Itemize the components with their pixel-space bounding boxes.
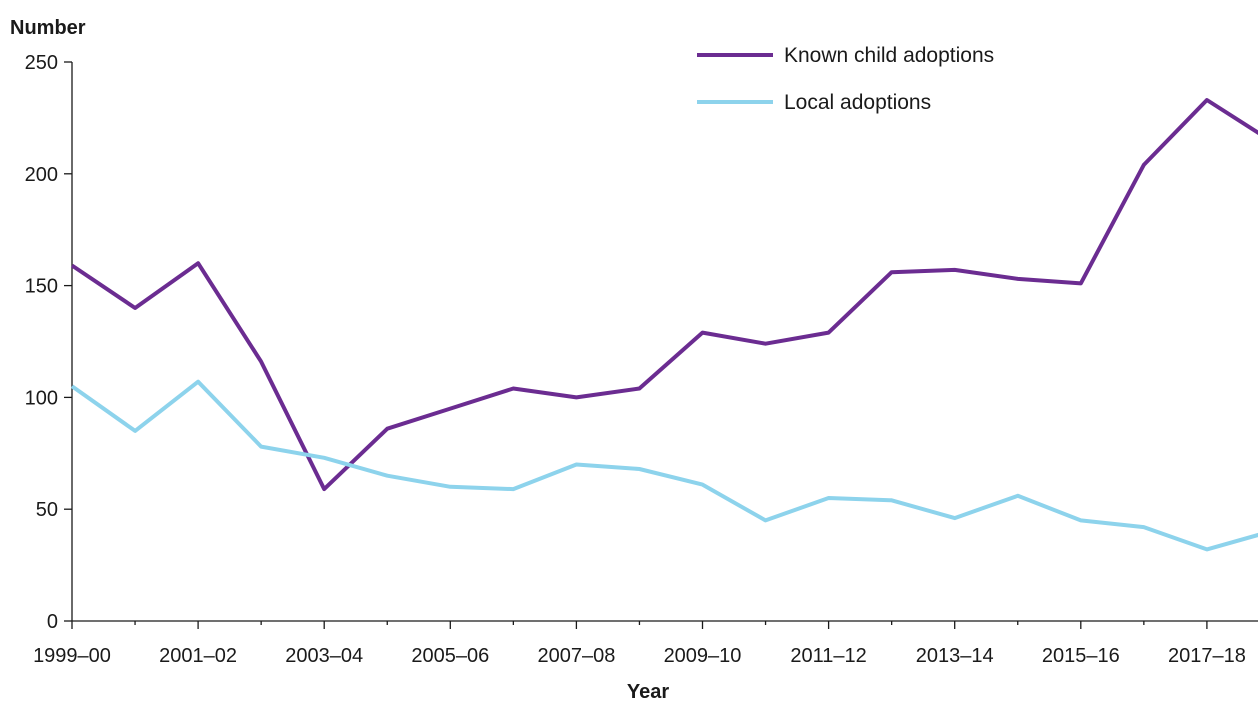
- y-axis-title: Number: [10, 17, 86, 39]
- x-tick-label: 2003–04: [285, 645, 363, 667]
- x-tick-label: 2017–18: [1168, 645, 1246, 667]
- x-tick-label: 2015–16: [1042, 645, 1120, 667]
- legend: Known child adoptions Local adoptions: [697, 44, 994, 114]
- x-tick-label: 2001–02: [159, 645, 237, 667]
- y-tick-label: 150: [25, 276, 58, 298]
- series-line-1: [70, 379, 1258, 552]
- x-tick-label: 2011–12: [790, 645, 866, 667]
- x-tick-label: 2013–14: [916, 645, 994, 667]
- x-axis-title: Year: [627, 681, 669, 703]
- y-tick-label: 250: [25, 52, 58, 74]
- x-tick-label: 2007–08: [537, 645, 615, 667]
- series-lines: [70, 98, 1258, 552]
- x-axis: 1999–00 2001–02 2003–04 2005–06 2007–08 2009–…: [33, 620, 1258, 667]
- y-tick-label: 0: [47, 611, 58, 633]
- x-tick-label: 1999–00: [33, 645, 111, 667]
- series-line-0: [70, 98, 1258, 492]
- y-tick-label: 200: [25, 164, 58, 186]
- y-tick-label: 50: [36, 499, 58, 521]
- x-tick-label: 2005–06: [411, 645, 489, 667]
- y-tick-label: 100: [25, 387, 58, 409]
- x-tick-label: 2009–10: [664, 645, 742, 667]
- legend-label-0: Known child adoptions: [784, 44, 994, 67]
- y-axis: 0 50 100 150 200 250: [25, 52, 73, 633]
- legend-label-1: Local adoptions: [784, 91, 931, 114]
